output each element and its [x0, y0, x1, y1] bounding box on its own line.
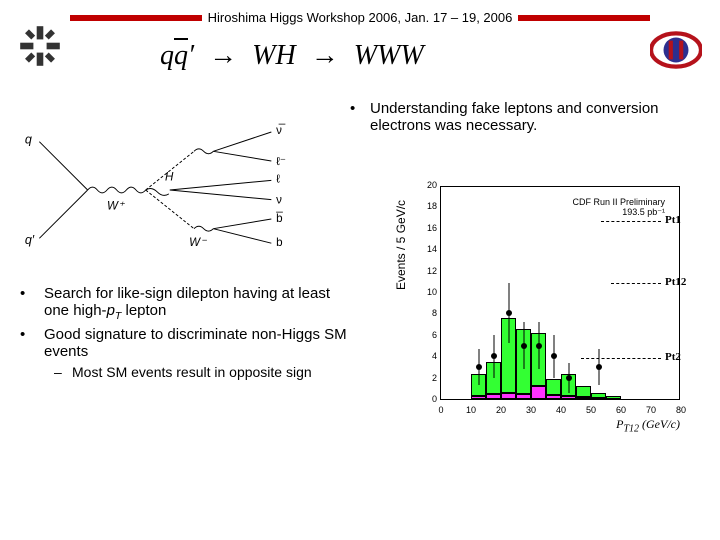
fd-nu1: ν̅	[276, 124, 286, 137]
y-tick: 2	[419, 373, 437, 383]
x-tick: 30	[526, 405, 536, 415]
eq-prime: ′	[188, 40, 194, 71]
bullet-top-text: Understanding fake leptons and conversio…	[370, 100, 700, 134]
arrow-label: Pt12	[665, 276, 686, 288]
data-point	[491, 353, 497, 359]
eq-q: q	[160, 40, 174, 71]
fd-h: H	[165, 170, 174, 183]
fd-wm: W⁻	[189, 236, 207, 249]
bullet-1-text: Search for like-sign dilepton having at …	[44, 285, 350, 322]
histogram-plot: Events / 5 GeV/c CDF Run II Preliminary …	[390, 180, 690, 440]
data-point	[551, 353, 557, 359]
eq-W: W	[252, 40, 275, 71]
y-tick: 12	[419, 266, 437, 276]
arrow-line	[601, 221, 661, 222]
data-point	[536, 343, 542, 349]
data-point	[566, 375, 572, 381]
data-point	[521, 343, 527, 349]
x-tick: 80	[676, 405, 686, 415]
y-tick: 10	[419, 287, 437, 297]
eq-arrow2: →	[303, 40, 347, 71]
fd-b1: b̅	[275, 212, 283, 225]
xl-post: (GeV/c)	[639, 417, 680, 431]
y-tick: 8	[419, 308, 437, 318]
sub-bullet-1: – Most SM events result in opposite sign	[54, 364, 350, 380]
y-tick: 0	[419, 394, 437, 404]
y-tick: 20	[419, 180, 437, 190]
plot-xlabel: PT12 (GeV/c)	[616, 417, 680, 434]
plot-caption-2: 193.5 pb⁻¹	[572, 207, 665, 218]
x-tick: 0	[438, 405, 443, 415]
plot-caption: CDF Run II Preliminary 193.5 pb⁻¹	[572, 197, 665, 218]
arrow-label: Pt2	[665, 351, 681, 363]
sub-dash: –	[54, 364, 72, 380]
b1-post: lepton	[121, 302, 166, 319]
data-point	[596, 364, 602, 370]
plot-caption-1: CDF Run II Preliminary	[572, 197, 665, 207]
arrow-line	[611, 283, 661, 284]
b1-pre: Search for like-sign dilepton having at …	[44, 285, 330, 319]
y-tick: 6	[419, 330, 437, 340]
sub-bullet-1-text: Most SM events result in opposite sign	[72, 364, 312, 380]
title-equation: qq′ → WH → WWW	[160, 40, 424, 72]
bullets-left: • Search for like-sign dilepton having a…	[20, 285, 350, 380]
bullet-dot: •	[350, 100, 370, 117]
bullet-2: • Good signature to discriminate non-Hig…	[20, 326, 350, 360]
fd-q: q	[25, 133, 32, 147]
header-rule-left	[70, 15, 202, 21]
fd-qp: q′	[25, 233, 35, 247]
fermilab-icon	[18, 24, 62, 68]
cdf-icon	[650, 24, 702, 76]
x-tick: 10	[466, 405, 476, 415]
b1-pt: p	[107, 302, 115, 319]
eq-WWW: WWW	[354, 40, 424, 71]
eq-H: H	[275, 40, 295, 71]
plot-frame: CDF Run II Preliminary 193.5 pb⁻¹ 010203…	[440, 186, 680, 400]
fd-l2: ℓ	[276, 172, 280, 185]
arrow-line	[581, 358, 661, 359]
x-tick: 70	[646, 405, 656, 415]
header-title: Hiroshima Higgs Workshop 2006, Jan. 17 –…	[202, 10, 519, 25]
bullet-1: • Search for like-sign dilepton having a…	[20, 285, 350, 322]
feynman-diagram: q q′ W⁺ H ν̅ ℓ⁻ ℓ ν W⁻ b̅ b	[20, 120, 310, 260]
bullet-top: • Understanding fake leptons and convers…	[350, 100, 700, 134]
bullet-dot: •	[20, 326, 44, 343]
x-tick: 20	[496, 405, 506, 415]
plot-ylabel: Events / 5 GeV/c	[394, 200, 408, 290]
header: Hiroshima Higgs Workshop 2006, Jan. 17 –…	[70, 10, 650, 25]
fd-nu2: ν	[276, 194, 282, 207]
data-point	[476, 364, 482, 370]
bullet-dot: •	[20, 285, 44, 302]
fd-wp: W⁺	[107, 199, 125, 212]
header-rule-right	[518, 15, 650, 21]
arrow-label: Pt1	[665, 214, 681, 226]
x-tick: 40	[556, 405, 566, 415]
fd-l1: ℓ⁻	[276, 155, 286, 168]
y-tick: 4	[419, 351, 437, 361]
fd-b2: b	[276, 236, 282, 249]
x-tick: 60	[616, 405, 626, 415]
data-point	[506, 310, 512, 316]
xl-sub: T12	[623, 423, 639, 434]
y-tick: 16	[419, 223, 437, 233]
eq-arrow1: →	[201, 40, 245, 71]
y-tick: 14	[419, 244, 437, 254]
eq-qbar: q	[174, 40, 188, 71]
bullet-2-text: Good signature to discriminate non-Higgs…	[44, 326, 350, 360]
y-tick: 18	[419, 201, 437, 211]
x-tick: 50	[586, 405, 596, 415]
